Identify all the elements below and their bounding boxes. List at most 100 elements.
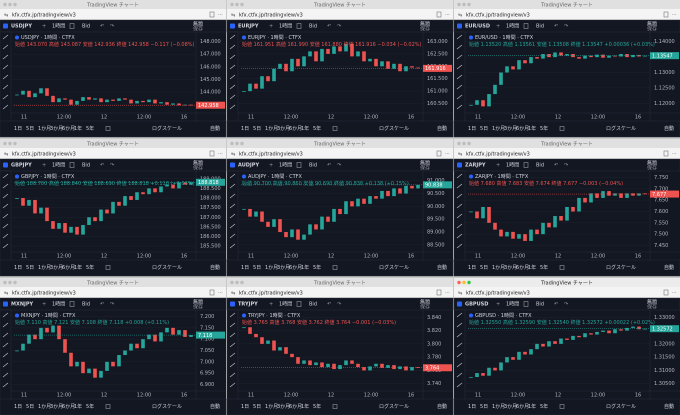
symbol[interactable]: GBPUSD <box>465 302 488 308</box>
range-button[interactable]: 5日 <box>253 404 261 410</box>
log-scale[interactable]: ログスケール <box>379 264 409 271</box>
price-type[interactable]: Bid <box>82 24 90 30</box>
window-button[interactable] <box>457 280 461 285</box>
drawing-tool[interactable] <box>229 94 236 100</box>
undo[interactable]: ↶ <box>554 302 558 308</box>
drawing-tool[interactable] <box>456 173 463 179</box>
drawing-tool[interactable] <box>2 342 9 348</box>
range-button[interactable]: 1か月 <box>492 264 505 271</box>
range-button[interactable]: 3か月 <box>277 125 290 132</box>
layout-name[interactable]: 無題 <box>420 298 430 305</box>
window-button[interactable] <box>240 141 244 146</box>
range-button[interactable]: 1か月 <box>492 125 505 132</box>
range-button[interactable]: 1日 <box>468 404 476 410</box>
price-type[interactable]: Bid <box>536 163 544 169</box>
drawing-tool[interactable] <box>229 44 236 50</box>
undo[interactable]: ↶ <box>100 24 104 30</box>
log-scale[interactable]: ログスケール <box>606 125 636 132</box>
range-button[interactable]: 1年 <box>74 403 82 410</box>
auto-scale[interactable]: 自動 <box>210 403 220 410</box>
share-icon[interactable] <box>663 150 669 157</box>
drawing-tool[interactable] <box>2 104 9 110</box>
range-button[interactable]: 1年 <box>74 264 82 271</box>
price-type[interactable]: Bid <box>82 163 90 169</box>
drawing-tool[interactable] <box>2 34 9 40</box>
drawing-tool[interactable] <box>456 34 463 40</box>
range-button[interactable]: 3か月 <box>504 403 517 410</box>
symbol[interactable]: EUR/USD <box>465 24 490 30</box>
price-type[interactable]: Bid <box>82 302 90 308</box>
range-button[interactable]: 5年 <box>86 125 94 132</box>
drawing-tool[interactable] <box>229 104 236 110</box>
window-button[interactable] <box>230 141 234 146</box>
range-button[interactable]: 6か月 <box>62 403 75 410</box>
goto-date-icon[interactable] <box>559 265 565 270</box>
drawing-tool[interactable] <box>456 193 463 199</box>
drawing-tool[interactable] <box>2 372 9 378</box>
drawing-tool[interactable] <box>456 352 463 358</box>
layout-name[interactable]: 無題 <box>647 20 657 27</box>
range-button[interactable]: 6か月 <box>62 264 75 271</box>
window-button[interactable] <box>462 2 466 7</box>
window-button[interactable] <box>235 2 239 7</box>
range-button[interactable]: 1日 <box>241 404 249 410</box>
drawing-tool[interactable] <box>229 352 236 358</box>
redo[interactable]: ↷ <box>337 302 342 308</box>
drawing-tool[interactable] <box>2 64 9 70</box>
goto-date-icon[interactable] <box>105 404 111 409</box>
drawing-tool[interactable] <box>456 233 463 239</box>
drawing-tool[interactable] <box>2 322 9 328</box>
layout-name[interactable]: 無題 <box>647 298 657 305</box>
range-button[interactable]: 3か月 <box>50 403 63 410</box>
save-button[interactable]: 保存 <box>193 303 203 310</box>
share-icon[interactable] <box>209 11 215 18</box>
redo[interactable]: ↷ <box>337 163 342 169</box>
range-button[interactable]: 1か月 <box>492 403 505 410</box>
undo[interactable]: ↶ <box>327 302 331 308</box>
window-button[interactable] <box>13 280 17 285</box>
redo[interactable]: ↷ <box>337 24 342 30</box>
drawing-tool[interactable] <box>229 223 236 229</box>
drawing-tool[interactable] <box>456 104 463 110</box>
drawing-tool[interactable] <box>456 243 463 249</box>
layout-name[interactable]: 無題 <box>193 298 203 305</box>
window-button[interactable] <box>240 2 244 7</box>
redo[interactable]: ↷ <box>564 302 569 308</box>
window-button[interactable] <box>457 141 461 146</box>
price-type[interactable]: Bid <box>536 302 544 308</box>
window-button[interactable] <box>462 141 466 146</box>
save-button[interactable]: 保存 <box>647 303 657 310</box>
chart-type-icon[interactable] <box>523 301 529 307</box>
range-button[interactable]: 1年 <box>301 264 309 271</box>
drawing-tool[interactable] <box>229 312 236 318</box>
range-button[interactable]: 1年 <box>301 125 309 132</box>
price-type[interactable]: Bid <box>309 302 317 308</box>
range-button[interactable]: 6か月 <box>516 264 529 271</box>
price-type[interactable]: Bid <box>536 24 544 30</box>
range-button[interactable]: 6か月 <box>62 125 75 132</box>
layout-name[interactable]: 無題 <box>420 159 430 166</box>
share-icon[interactable] <box>209 289 215 296</box>
log-scale[interactable]: ログスケール <box>606 264 636 271</box>
chart-type-icon[interactable] <box>296 162 302 168</box>
symbol[interactable]: AUDJPY <box>238 163 259 169</box>
drawing-tool[interactable] <box>229 54 236 60</box>
drawing-tool[interactable] <box>456 94 463 100</box>
window-button[interactable] <box>235 280 239 285</box>
drawing-tool[interactable] <box>2 74 9 80</box>
interval[interactable]: 1時間 <box>279 24 292 30</box>
drawing-tool[interactable] <box>229 84 236 90</box>
interval[interactable]: 1時間 <box>506 163 519 169</box>
auto-scale[interactable]: 自動 <box>664 403 674 410</box>
interval[interactable]: 1時間 <box>52 302 65 308</box>
range-button[interactable]: 3か月 <box>277 264 290 271</box>
drawing-tool[interactable] <box>229 74 236 80</box>
redo[interactable]: ↷ <box>110 24 115 30</box>
range-button[interactable]: 1日 <box>241 265 249 271</box>
drawing-tool[interactable] <box>456 382 463 388</box>
drawing-tool[interactable] <box>2 382 9 388</box>
range-button[interactable]: 3か月 <box>504 264 517 271</box>
range-button[interactable]: 1日 <box>14 126 22 132</box>
log-scale[interactable]: ログスケール <box>379 403 409 410</box>
save-button[interactable]: 保存 <box>647 25 657 32</box>
